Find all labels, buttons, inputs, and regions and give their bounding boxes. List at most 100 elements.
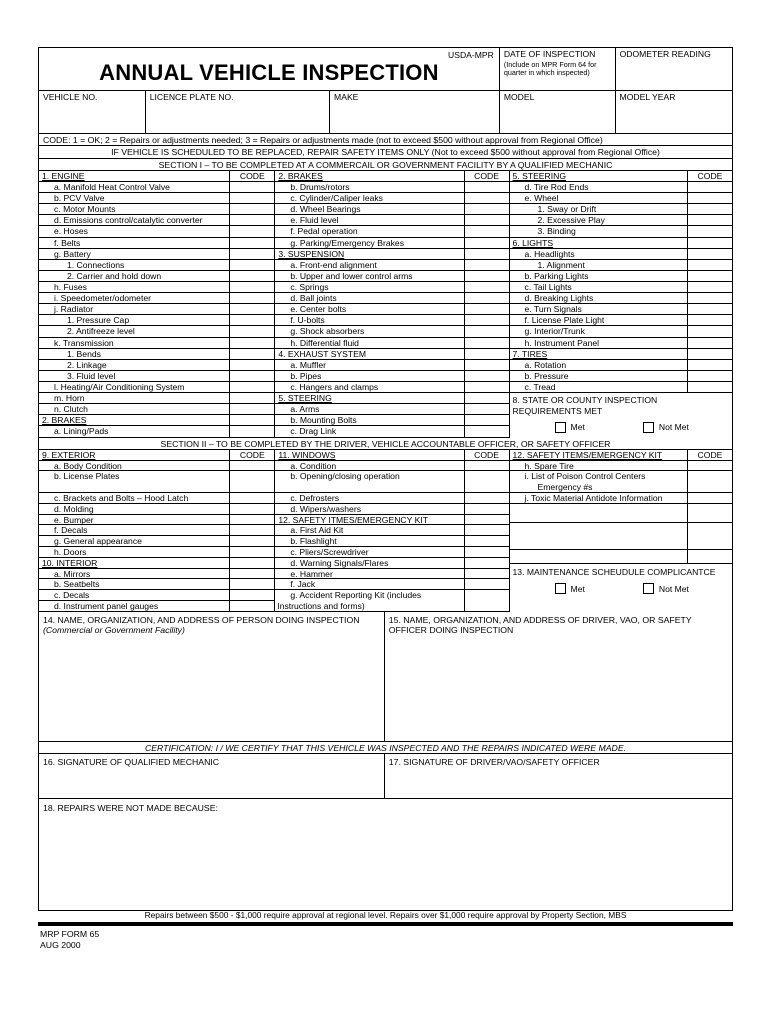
code-entry-cell[interactable] <box>229 182 274 193</box>
code-entry-cell[interactable] <box>686 182 732 193</box>
code-entry-cell[interactable] <box>229 514 274 525</box>
code-entry-cell[interactable] <box>463 381 509 393</box>
code-entry-cell[interactable] <box>463 579 509 590</box>
code-entry-cell[interactable] <box>463 215 509 226</box>
date-of-inspection-field[interactable]: DATE OF INSPECTION (Include on MPR Form … <box>500 48 616 90</box>
code-entry-cell[interactable] <box>229 215 274 226</box>
code-entry-cell[interactable] <box>463 471 509 493</box>
code-entry-cell[interactable] <box>463 590 509 611</box>
code-entry-cell[interactable] <box>229 248 274 259</box>
code-entry-cell[interactable] <box>686 381 732 393</box>
odometer-reading-field[interactable]: ODOMETER READING <box>616 48 732 90</box>
code-entry-cell[interactable] <box>463 315 509 326</box>
code-entry-cell[interactable] <box>229 326 274 337</box>
code-entry-cell[interactable] <box>686 493 732 503</box>
code-entry-cell[interactable] <box>229 259 274 270</box>
code-entry-cell[interactable] <box>229 536 274 547</box>
code-entry-cell[interactable] <box>463 547 509 557</box>
code-entry-cell[interactable] <box>463 348 509 359</box>
code-entry-cell[interactable] <box>229 204 274 215</box>
inspection-met-checkbox[interactable] <box>554 422 566 434</box>
code-entry-cell[interactable] <box>463 514 509 525</box>
code-entry-cell[interactable] <box>229 471 274 493</box>
code-entry-cell[interactable] <box>463 393 509 404</box>
code-entry-cell[interactable] <box>463 404 509 415</box>
code-entry-cell[interactable] <box>686 503 732 522</box>
code-entry-cell[interactable] <box>463 193 509 204</box>
maintenance-met-checkbox[interactable] <box>554 583 566 595</box>
code-entry-cell[interactable] <box>463 326 509 337</box>
code-entry-cell[interactable] <box>686 304 732 315</box>
code-entry-cell[interactable] <box>463 259 509 270</box>
code-entry-cell[interactable] <box>686 215 732 226</box>
code-entry-cell[interactable] <box>463 426 509 437</box>
vehicle-no-field[interactable]: VEHICLE NO. <box>39 91 146 133</box>
code-entry-cell[interactable] <box>229 426 274 437</box>
code-entry-cell[interactable] <box>463 226 509 237</box>
model-year-field[interactable]: MODEL YEAR <box>616 91 732 133</box>
code-entry-cell[interactable] <box>229 193 274 204</box>
mechanic-signature-field[interactable]: 16. SIGNATURE OF QUALIFIED MECHANIC <box>39 754 385 799</box>
code-entry-cell[interactable] <box>463 525 509 536</box>
code-entry-cell[interactable] <box>463 557 509 568</box>
driver-signature-field[interactable]: 17. SIGNATURE OF DRIVER/VAO/SAFETY OFFIC… <box>385 754 732 798</box>
code-entry-cell[interactable] <box>229 393 274 404</box>
maintenance-not-met-checkbox[interactable] <box>642 583 654 595</box>
code-entry-cell[interactable] <box>686 326 732 337</box>
code-entry-cell[interactable] <box>463 304 509 315</box>
code-entry-cell[interactable] <box>463 281 509 293</box>
code-entry-cell[interactable] <box>686 204 732 215</box>
code-entry-cell[interactable] <box>229 460 274 471</box>
code-entry-cell[interactable] <box>463 370 509 381</box>
code-entry-cell[interactable] <box>686 549 732 563</box>
code-entry-cell[interactable] <box>686 293 732 304</box>
code-entry-cell[interactable] <box>229 415 274 426</box>
code-entry-cell[interactable] <box>463 182 509 193</box>
code-entry-cell[interactable] <box>229 315 274 326</box>
code-entry-cell[interactable] <box>686 337 732 348</box>
code-entry-cell[interactable] <box>686 248 732 259</box>
code-entry-cell[interactable] <box>463 460 509 471</box>
code-entry-cell[interactable] <box>686 460 732 471</box>
code-entry-cell[interactable] <box>229 525 274 536</box>
code-entry-cell[interactable] <box>463 270 509 281</box>
licence-plate-no-field[interactable]: LICENCE PLATE NO. <box>146 91 331 133</box>
code-entry-cell[interactable] <box>229 493 274 503</box>
code-entry-cell[interactable] <box>229 237 274 248</box>
code-entry-cell[interactable] <box>229 348 274 359</box>
code-entry-cell[interactable] <box>686 193 732 204</box>
code-entry-cell[interactable] <box>229 590 274 600</box>
code-entry-cell[interactable] <box>229 281 274 293</box>
code-entry-cell[interactable] <box>463 204 509 215</box>
code-entry-cell[interactable] <box>686 522 732 549</box>
code-entry-cell[interactable] <box>686 348 732 359</box>
driver-vao-field[interactable]: 15. NAME, ORGANIZATION, AND ADDRESS OF D… <box>385 612 732 741</box>
code-entry-cell[interactable] <box>229 359 274 370</box>
code-entry-cell[interactable] <box>229 226 274 237</box>
inspection-not-met-checkbox[interactable] <box>642 422 654 434</box>
code-entry-cell[interactable] <box>463 503 509 514</box>
code-entry-cell[interactable] <box>463 248 509 259</box>
code-entry-cell[interactable] <box>686 359 732 370</box>
model-field[interactable]: MODEL <box>500 91 616 133</box>
code-entry-cell[interactable] <box>229 547 274 557</box>
code-entry-cell[interactable] <box>229 270 274 281</box>
code-entry-cell[interactable] <box>686 315 732 326</box>
code-entry-cell[interactable] <box>229 304 274 315</box>
code-entry-cell[interactable] <box>463 337 509 348</box>
code-entry-cell[interactable] <box>686 259 732 270</box>
code-entry-cell[interactable] <box>463 293 509 304</box>
code-entry-cell[interactable] <box>686 281 732 293</box>
code-entry-cell[interactable] <box>686 270 732 281</box>
code-entry-cell[interactable] <box>686 471 732 493</box>
code-entry-cell[interactable] <box>229 503 274 514</box>
code-entry-cell[interactable] <box>229 579 274 590</box>
code-entry-cell[interactable] <box>463 536 509 547</box>
code-entry-cell[interactable] <box>229 381 274 393</box>
make-field[interactable]: MAKE <box>330 91 500 133</box>
code-entry-cell[interactable] <box>463 237 509 248</box>
code-entry-cell[interactable] <box>229 293 274 304</box>
code-entry-cell[interactable] <box>229 601 274 611</box>
code-entry-cell[interactable] <box>463 568 509 579</box>
code-entry-cell[interactable] <box>463 359 509 370</box>
